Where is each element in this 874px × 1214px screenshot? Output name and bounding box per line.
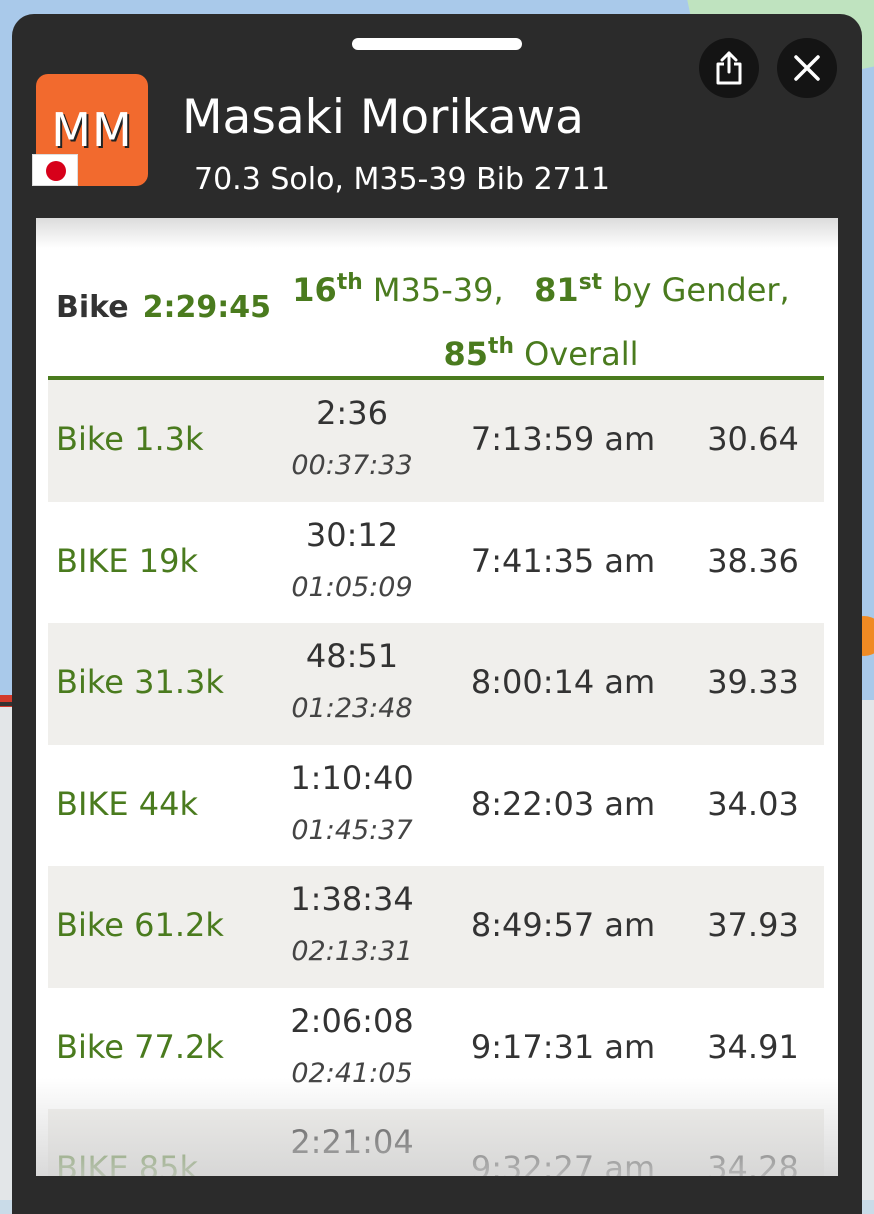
split-pace: 30.64	[707, 420, 799, 458]
split-row[interactable]: Bike 77.2k 2:06:08 02:41:05 9:17:31 am 3…	[48, 988, 824, 1110]
split-time: 2:06:08	[290, 1001, 414, 1040]
split-pace: 38.36	[707, 541, 799, 580]
share-icon	[716, 51, 742, 85]
cumulative-time: 01:45:37	[291, 814, 413, 846]
split-row[interactable]: Bike 1.3k 2:36 00:37:33 7:13:59 am 30.64	[48, 380, 824, 502]
cumulative-time: 00:37:33	[291, 450, 413, 481]
splits-list[interactable]: Bike 1.3k 2:36 00:37:33 7:13:59 am 30.64…	[48, 380, 824, 1176]
gender-rank-suffix: st	[578, 270, 603, 296]
cumulative-time: 02:41:05	[291, 1057, 413, 1089]
time-of-day: 9:17:31 am	[470, 1027, 656, 1066]
share-button[interactable]	[699, 38, 759, 98]
close-icon	[794, 55, 820, 81]
summary-divider	[48, 376, 824, 380]
gender-rank: 81	[534, 271, 579, 309]
split-name: Bike 61.2k	[56, 906, 224, 944]
time-of-day: 7:41:35 am	[470, 541, 656, 580]
time-of-day: 8:00:14 am	[470, 663, 656, 701]
division-text: M35-39,	[362, 271, 504, 309]
splits-panel: Bike 2:29:45 16th M35-39, 81st by Gender,…	[36, 218, 838, 1176]
gender-text: by Gender,	[602, 271, 790, 309]
athlete-name: Masaki Morikawa	[182, 90, 584, 145]
overall-text: Overall	[513, 335, 639, 373]
discipline-time: 2:29:45	[142, 290, 272, 325]
split-time: 30:12	[305, 515, 399, 554]
split-name: BIKE 85k	[56, 1149, 199, 1176]
discipline-label: Bike	[56, 290, 129, 325]
athlete-race-info: 70.3 Solo, M35-39 Bib 2711	[194, 162, 610, 197]
split-name: Bike 77.2k	[56, 1027, 224, 1066]
time-of-day: 8:22:03 am	[470, 784, 656, 823]
time-of-day: 9:32:27 am	[470, 1149, 656, 1176]
time-of-day: 8:49:57 am	[470, 906, 656, 944]
division-rank: 16	[292, 271, 337, 309]
overall-rank: 85	[443, 335, 489, 373]
split-pace: 34.03	[707, 784, 799, 823]
sheet-bottom-edge	[12, 1176, 862, 1200]
split-time: 1:10:40	[290, 758, 414, 797]
cumulative-time: 01:05:09	[291, 571, 413, 603]
bike-summary: Bike 2:29:45 16th M35-39, 81st by Gender,…	[36, 218, 838, 378]
split-time: 1:38:34	[290, 880, 414, 918]
discipline-total: Bike 2:29:45	[56, 290, 271, 325]
split-pace: 34.28	[707, 1149, 799, 1176]
split-time: 2:36	[316, 394, 388, 432]
time-of-day: 7:13:59 am	[470, 420, 656, 458]
split-time: 48:51	[305, 637, 399, 675]
japan-flag-icon	[32, 154, 78, 186]
split-row[interactable]: BIKE 85k 2:21:04 9:32:27 am 34.28	[48, 1109, 824, 1176]
split-name: BIKE 19k	[56, 541, 199, 580]
split-row[interactable]: Bike 31.3k 48:51 01:23:48 8:00:14 am 39.…	[48, 623, 824, 745]
athlete-detail-sheet: MM Masaki Morikawa 70.3 Solo, M35-39 Bib…	[12, 14, 862, 1214]
panel-top-shadow	[36, 218, 838, 248]
split-name: BIKE 44k	[56, 784, 199, 823]
split-name: Bike 1.3k	[56, 420, 204, 458]
division-rank-suffix: th	[336, 270, 363, 296]
close-button[interactable]	[777, 38, 837, 98]
split-time: 2:21:04	[290, 1123, 414, 1161]
split-pace: 37.93	[707, 906, 799, 944]
cumulative-time: 02:13:31	[291, 936, 413, 967]
split-row[interactable]: Bike 61.2k 1:38:34 02:13:31 8:49:57 am 3…	[48, 866, 824, 988]
cumulative-time: 01:23:48	[291, 693, 413, 724]
rankings: 16th M35-39, 81st by Gender, 85th Overal…	[271, 258, 811, 386]
map-road-edge	[0, 702, 14, 706]
sheet-grabber-handle[interactable]	[352, 38, 522, 50]
split-row[interactable]: BIKE 19k 30:12 01:05:09 7:41:35 am 38.36	[48, 502, 824, 624]
split-name: Bike 31.3k	[56, 663, 224, 701]
split-pace: 39.33	[707, 663, 799, 701]
split-pace: 34.91	[707, 1027, 799, 1066]
split-row[interactable]: BIKE 44k 1:10:40 01:45:37 8:22:03 am 34.…	[48, 745, 824, 867]
overall-rank-suffix: th	[488, 334, 514, 360]
